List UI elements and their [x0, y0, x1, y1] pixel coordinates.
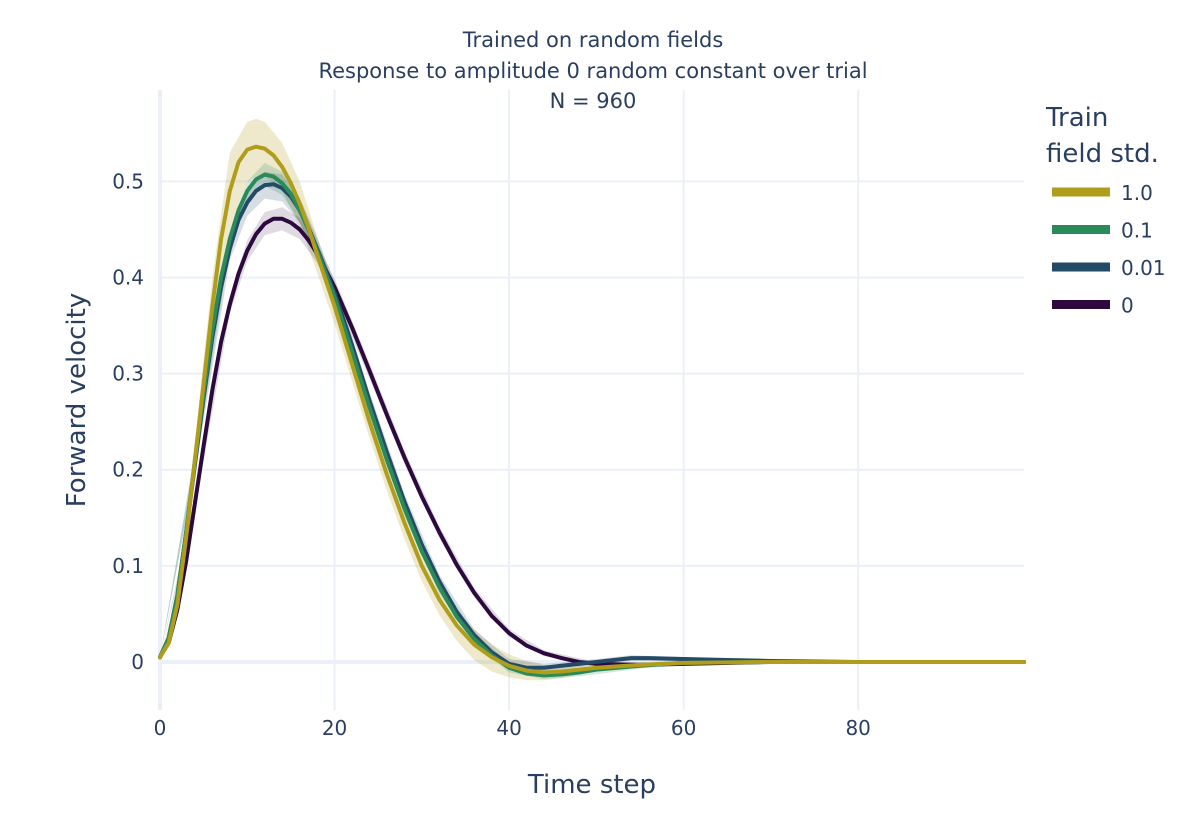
- band-series-2: [160, 171, 1024, 672]
- tick-labels: 0 20 40 60 80 0 0.1 0.2 0.3 0.4 0.5: [112, 169, 871, 740]
- y-tick-label: 0.1: [112, 554, 144, 578]
- x-axis-title: Time step: [527, 770, 656, 800]
- chart-title-line-2: Response to amplitude 0 random constant …: [318, 59, 867, 83]
- y-tick-label: 0.2: [112, 458, 144, 482]
- y-tick-label: 0.5: [112, 169, 144, 193]
- chart-title-line-3: N = 960: [550, 89, 637, 113]
- legend-title-line-1: Train: [1045, 103, 1108, 133]
- legend-label-2: 0.01: [1121, 256, 1166, 280]
- legend-label-3: 0: [1121, 294, 1134, 318]
- x-tick-label: 20: [322, 716, 347, 740]
- band-series-0: [160, 118, 1024, 681]
- legend: Train field std. 1.0 0.1 0.01 0: [1045, 103, 1166, 318]
- confidence-bands: [160, 118, 1024, 681]
- line-series-0: [158, 144, 1026, 675]
- y-tick-label: 0: [131, 650, 144, 674]
- x-tick-label: 80: [845, 716, 870, 740]
- line-series-2: [158, 182, 1026, 670]
- line-series-3: [158, 216, 1026, 667]
- x-tick-label: 40: [496, 716, 521, 740]
- y-axis-title: Forward velocity: [62, 293, 92, 507]
- chart-title-line-1: Trained on random fields: [462, 28, 724, 52]
- band-series-3: [160, 207, 1024, 667]
- legend-label-0: 1.0: [1121, 181, 1153, 205]
- x-tick-label: 0: [154, 716, 167, 740]
- x-tick-label: 60: [671, 716, 696, 740]
- y-tick-label: 0.3: [112, 362, 144, 386]
- legend-label-1: 0.1: [1121, 219, 1153, 243]
- legend-title-line-2: field std.: [1046, 139, 1159, 169]
- series-lines: [158, 144, 1026, 678]
- band-series-1: [160, 163, 1024, 680]
- line-series-1: [158, 172, 1026, 678]
- y-tick-label: 0.4: [112, 265, 144, 289]
